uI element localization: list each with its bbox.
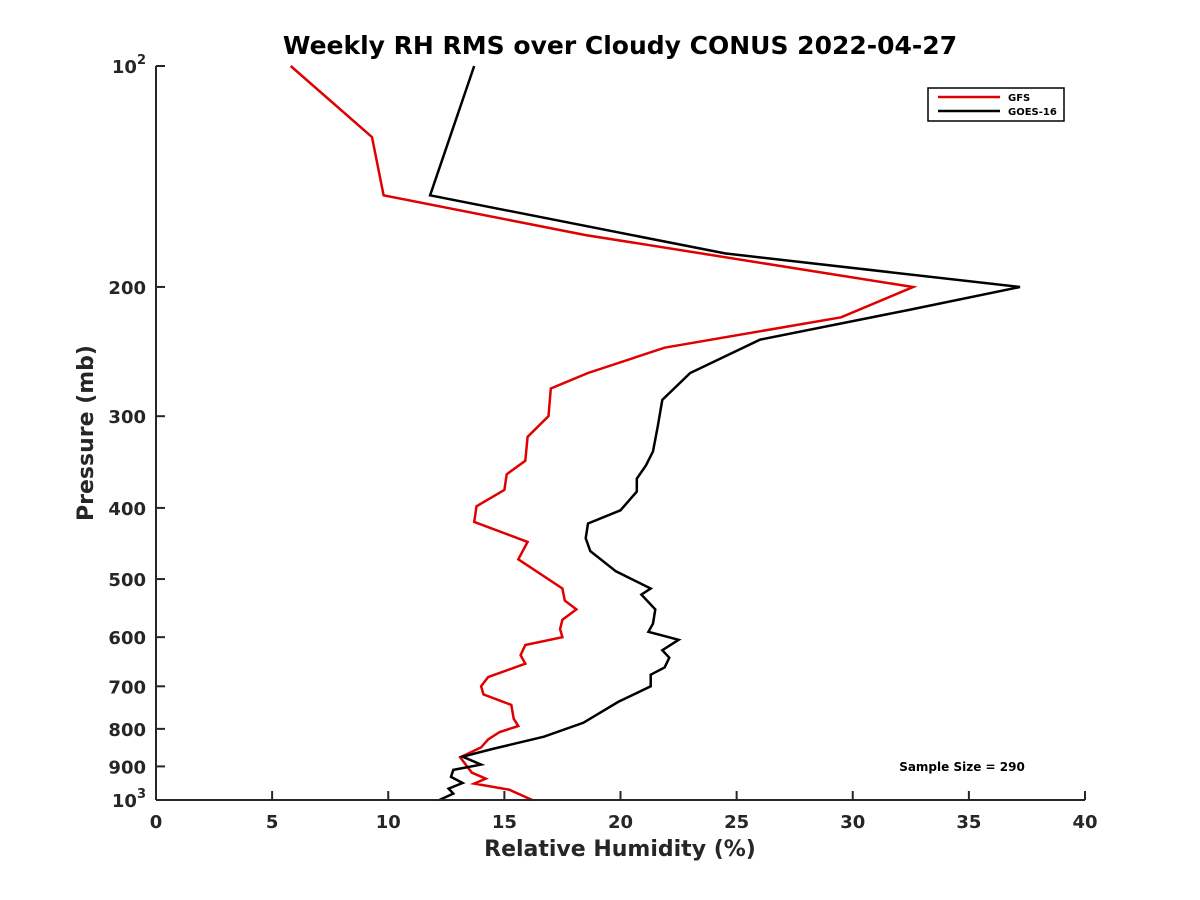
x-tick-label: 40	[1072, 812, 1097, 833]
y-tick-label: 200	[108, 278, 146, 299]
x-tick-label: 30	[840, 812, 865, 833]
y-tick-label-exponent: 2	[137, 53, 146, 68]
y-tick-label-base: 10	[112, 57, 137, 78]
y-tick-label: 102	[112, 53, 146, 78]
x-tick-label: 0	[150, 812, 163, 833]
y-tick-label: 103	[112, 787, 146, 812]
x-tick-label: 20	[608, 812, 633, 833]
y-tick-label: 700	[108, 677, 146, 698]
y-tick-label: 900	[108, 757, 146, 778]
x-tick-label: 5	[266, 812, 279, 833]
y-tick-label: 300	[108, 407, 146, 428]
y-tick-label: 800	[108, 720, 146, 741]
legend-box	[927, 87, 1065, 122]
x-tick-label: 10	[376, 812, 401, 833]
chart-title: Weekly RH RMS over Cloudy CONUS 2022-04-…	[283, 31, 957, 60]
y-tick-label: 500	[108, 570, 146, 591]
ticks-layer: 0 5 10 15 20 25 30 35 40102200300400500600700800…	[108, 53, 1097, 833]
x-tick-label: 15	[492, 812, 517, 833]
x-axis-label: Relative Humidity (%)	[484, 837, 756, 862]
sample-size-annotation: Sample Size = 290	[899, 760, 1025, 774]
x-tick-label: 35	[956, 812, 981, 833]
series-layer	[289, 65, 1021, 802]
legend: GFS GOES-16	[927, 87, 1065, 122]
series-line-goes-16	[428, 65, 1021, 802]
legend-label-goes-16: GOES-16	[1008, 107, 1057, 118]
y-tick-label: 400	[108, 499, 146, 520]
legend-label-gfs: GFS	[1008, 93, 1030, 104]
series-line-gfs	[289, 65, 918, 802]
y-tick-label: 600	[108, 628, 146, 649]
y-axis-label: Pressure (mb)	[74, 345, 99, 521]
y-tick-label-exponent: 3	[137, 787, 146, 802]
y-tick-label-base: 10	[112, 791, 137, 812]
x-tick-label: 25	[724, 812, 749, 833]
